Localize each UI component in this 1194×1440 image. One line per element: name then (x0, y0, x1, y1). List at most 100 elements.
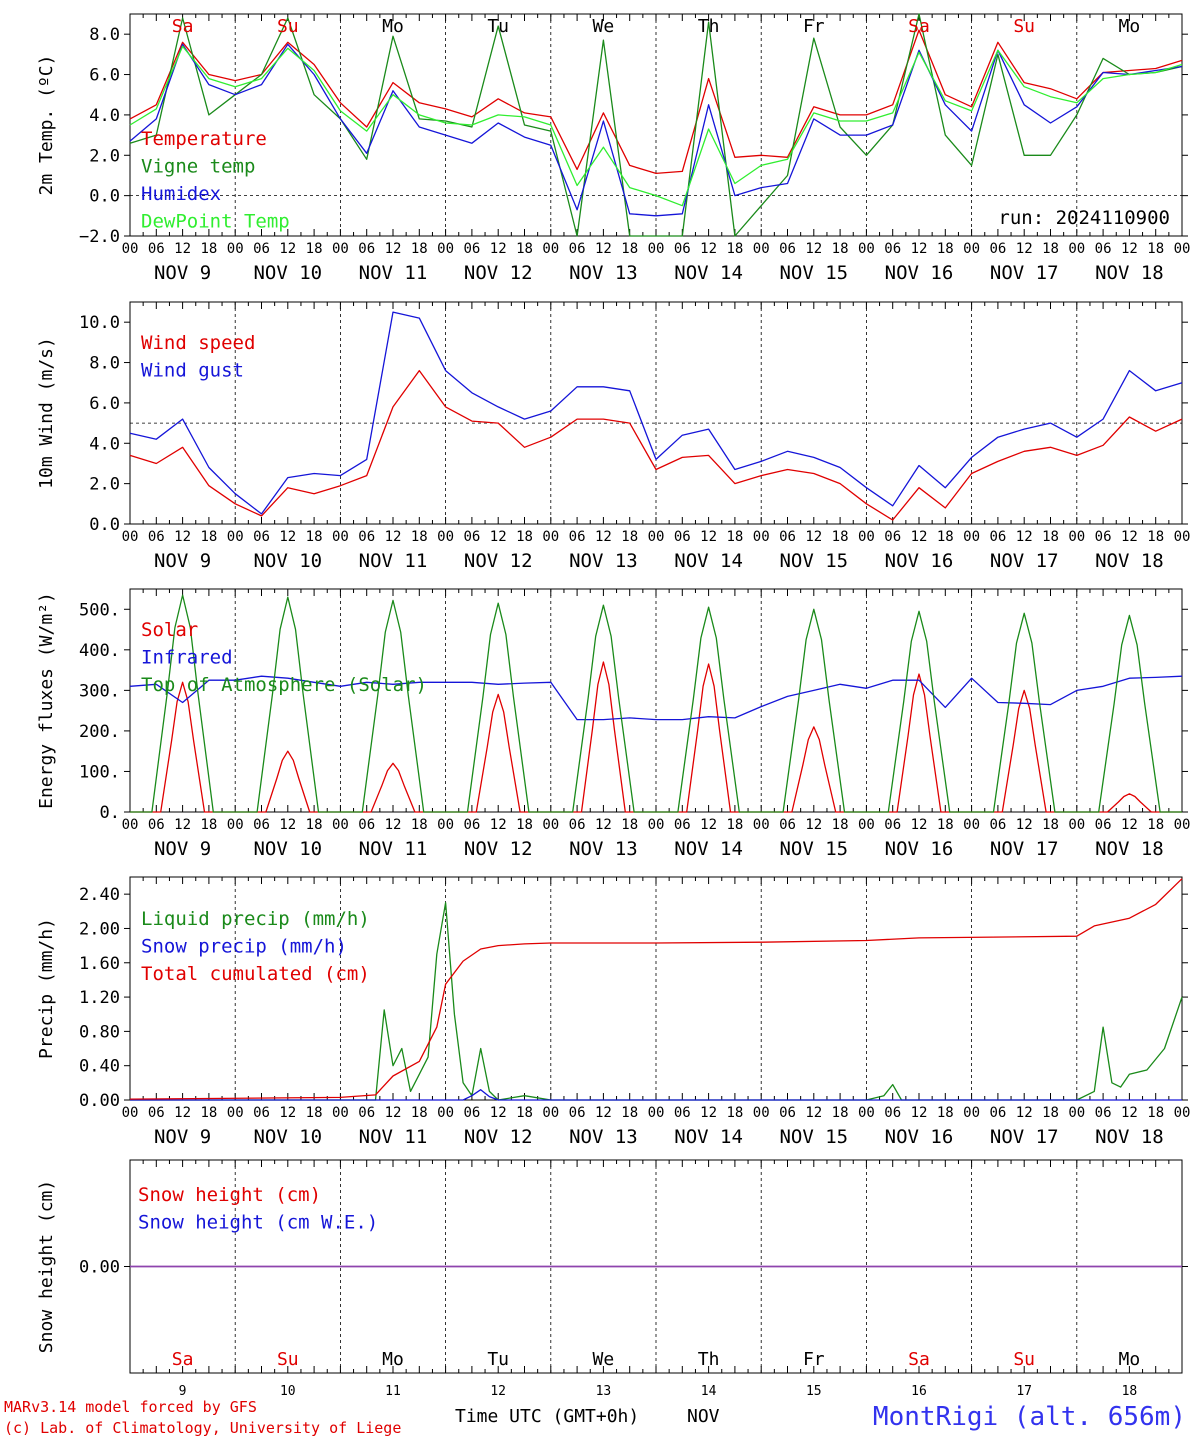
date-label: NOV 18 (1095, 1126, 1164, 1148)
date-label: NOV 11 (359, 550, 428, 572)
hour-tick-label: 00 (1068, 529, 1085, 545)
weekday-label: Mo (1119, 16, 1141, 37)
hour-tick-label: 18 (200, 817, 217, 833)
hour-tick-label: 00 (753, 529, 770, 545)
hour-tick-label: 18 (200, 529, 217, 545)
hour-tick-label: 06 (884, 817, 901, 833)
day-number-label: 14 (701, 1384, 717, 1399)
meteogram: −2.0 0.0 2.0 4.0 6.0 8.0 2m Temp. (ºC) 00 06 12 18… (36, 13, 1190, 1399)
hour-tick-label: 12 (1016, 817, 1033, 833)
run-annotation: run: 2024110900 (998, 207, 1170, 229)
y-tick-label: 300. (79, 681, 120, 701)
date-label: NOV 12 (464, 262, 533, 284)
legend-entry: Infrared (141, 647, 233, 669)
hour-tick-label: 00 (1068, 817, 1085, 833)
hour-tick-label: 00 (1068, 241, 1085, 257)
date-label: NOV 16 (885, 838, 954, 860)
hour-tick-label: 00 (542, 1105, 559, 1121)
y-axis-title: Precip (mm/h) (36, 918, 57, 1059)
day-number-label: 10 (280, 1384, 296, 1399)
date-label: NOV 10 (253, 550, 322, 572)
y-axis-title: Snow height (cm) (36, 1180, 57, 1353)
y-tick-label: 2.40 (79, 885, 120, 905)
hour-tick-label: 06 (674, 1105, 691, 1121)
y-tick-label: 10.0 (79, 313, 120, 333)
weekday-label: Mo (382, 16, 404, 37)
weekday-label: Th (698, 1349, 720, 1370)
hour-tick-label: 18 (306, 241, 323, 257)
legend-entry: Solar (141, 619, 198, 641)
y-tick-label: 200. (79, 722, 120, 742)
hour-tick-label: 00 (437, 817, 454, 833)
date-label: NOV 17 (990, 1126, 1059, 1148)
hour-tick-label: 18 (937, 817, 954, 833)
hour-tick-label: 06 (148, 817, 165, 833)
hour-tick-label: 06 (253, 529, 270, 545)
series-line-top-of-atmosphere-solar- (130, 594, 1182, 813)
date-label: NOV 16 (885, 550, 954, 572)
hour-tick-label: 12 (700, 817, 717, 833)
hour-tick-label: 12 (805, 529, 822, 545)
hour-tick-label: 00 (332, 817, 349, 833)
hour-tick-label: 00 (332, 241, 349, 257)
hour-tick-label: 18 (621, 1105, 638, 1121)
hour-tick-label: 18 (726, 1105, 743, 1121)
hour-tick-label: 12 (174, 1105, 191, 1121)
day-number-label: 18 (1122, 1384, 1138, 1399)
hour-tick-label: 00 (648, 529, 665, 545)
date-label: NOV 11 (359, 1126, 428, 1148)
hour-tick-label: 12 (805, 241, 822, 257)
series-line-humidex (129, 43, 1183, 217)
hour-tick-label: 12 (174, 241, 191, 257)
day-number-label: 12 (490, 1384, 506, 1399)
y-tick-label: 0.0 (89, 515, 120, 535)
hour-tick-label: 12 (595, 529, 612, 545)
panel-4 (124, 876, 1188, 1101)
weekday-label: Fr (803, 16, 825, 37)
hour-tick-label: 18 (1042, 817, 1059, 833)
date-label: NOV 15 (779, 1126, 848, 1148)
weekday-label: Th (698, 16, 720, 37)
legend-entry: Snow height (cm) (138, 1184, 321, 1206)
hour-tick-label: 12 (911, 241, 928, 257)
date-label: NOV 14 (674, 262, 743, 284)
hour-tick-label: 00 (437, 529, 454, 545)
hour-tick-label: 00 (963, 529, 980, 545)
hour-tick-label: 18 (200, 241, 217, 257)
hour-tick-label: 12 (595, 241, 612, 257)
legend-entry: Temperature (141, 128, 267, 150)
y-tick-label: 4.0 (89, 106, 120, 126)
hour-tick-label: 00 (963, 817, 980, 833)
hour-tick-label: 18 (832, 529, 849, 545)
y-tick-label: 2.0 (89, 475, 120, 495)
y-tick-label: 0.80 (79, 1022, 120, 1042)
date-label: NOV 16 (885, 1126, 954, 1148)
hour-tick-label: 12 (700, 241, 717, 257)
legend-entry: Vigne temp (141, 156, 255, 178)
date-label: NOV 15 (779, 838, 848, 860)
series-line-liquid-precip-mm-h- (130, 902, 1183, 1101)
date-label: NOV 13 (569, 838, 638, 860)
date-label: NOV 14 (674, 838, 743, 860)
hour-tick-label: 00 (332, 1105, 349, 1121)
hour-tick-label: 18 (411, 817, 428, 833)
weekday-label: Tu (487, 1349, 509, 1370)
hour-tick-label: 18 (621, 241, 638, 257)
hour-tick-label: 06 (569, 817, 586, 833)
y-tick-label: 2.00 (79, 919, 120, 939)
hour-tick-label: 12 (279, 817, 296, 833)
hour-tick-label: 18 (306, 817, 323, 833)
hour-tick-label: 18 (516, 1105, 533, 1121)
date-label: NOV 10 (253, 838, 322, 860)
date-label: NOV 9 (154, 1126, 211, 1148)
y-axis-title: Energy fluxes (W/m²) (36, 592, 57, 809)
hour-tick-label: 18 (726, 529, 743, 545)
hour-tick-label: 00 (963, 241, 980, 257)
hour-tick-label: 06 (884, 241, 901, 257)
hour-tick-label: 12 (490, 817, 507, 833)
hour-tick-label: 18 (1147, 817, 1164, 833)
hour-tick-label: 00 (753, 1105, 770, 1121)
date-label: NOV 10 (253, 262, 322, 284)
hour-tick-label: 06 (1095, 529, 1112, 545)
hour-tick-label: 18 (516, 817, 533, 833)
